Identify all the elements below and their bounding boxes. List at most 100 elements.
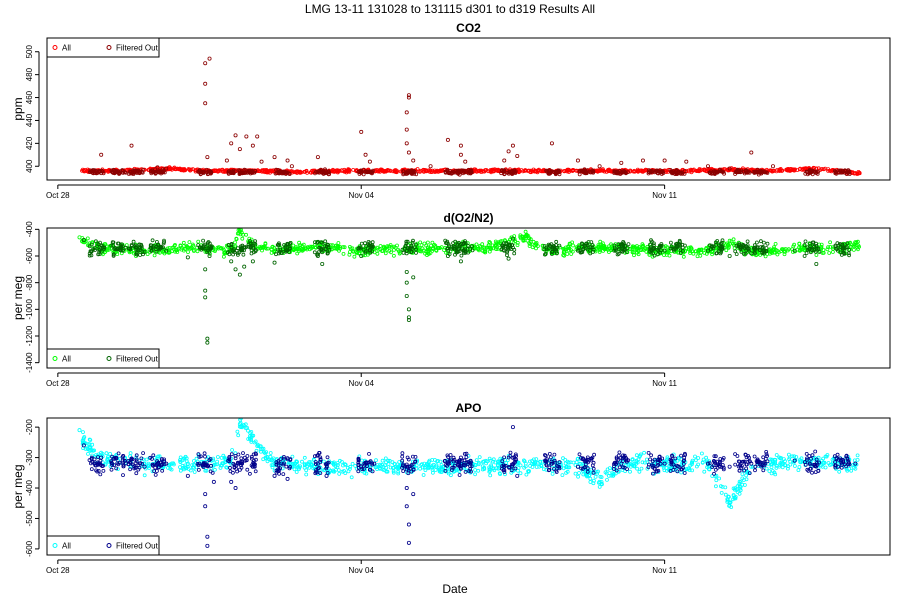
co2-legend-label: All [62, 44, 71, 53]
apo-all-point [229, 461, 234, 466]
o2-filtered-point [89, 249, 94, 254]
o2-all-point [178, 244, 183, 248]
o2-filtered-point [457, 249, 462, 253]
o2-all-point [375, 251, 380, 256]
apo-y-tick-label: -500 [25, 510, 34, 527]
co2-all-point [334, 169, 339, 173]
o2-filtered-point [89, 253, 94, 258]
apo-all-point [437, 468, 442, 473]
apo-y-tick-label: -400 [25, 479, 34, 496]
o2-panel-title: d(O2/N2) [443, 211, 493, 225]
apo-all-point [731, 486, 736, 491]
o2-all-point [518, 233, 523, 238]
apo-all-point [128, 464, 133, 469]
o2-filtered-point [275, 243, 280, 247]
o2-filtered-point [458, 242, 463, 246]
co2-filtered-point [459, 168, 464, 173]
apo-all-point [194, 465, 199, 470]
o2-all-point [173, 249, 178, 254]
apo-all-point [392, 462, 397, 467]
co2-legend-box [46, 37, 160, 58]
o2-filtered-point [205, 340, 210, 345]
co2-all-point [696, 168, 701, 173]
o2-all-point [566, 245, 571, 249]
apo-all-point [425, 461, 430, 466]
o2-filtered-point [626, 242, 631, 247]
co2-plot-frame [46, 37, 891, 181]
o2-all-point [272, 248, 277, 253]
o2-filtered-point [411, 238, 415, 243]
o2-filtered-point [659, 243, 664, 248]
o2-filtered-point [720, 246, 725, 251]
apo-all-point [630, 457, 635, 462]
co2-filtered-point [244, 134, 249, 139]
apo-all-point [632, 461, 636, 466]
o2-filtered-point [575, 248, 580, 253]
apo-all-point [637, 469, 642, 474]
o2-all-point [515, 240, 520, 245]
o2-all-point [540, 243, 545, 248]
o2-filtered-point [588, 245, 593, 250]
apo-all-point [598, 474, 603, 479]
o2-filtered-point [835, 248, 840, 253]
o2-all-point [488, 240, 493, 245]
apo-filtered-point [115, 461, 120, 466]
o2-filtered-point [109, 243, 114, 248]
o2-filtered-point [804, 251, 809, 256]
o2-x-tick-label: Nov 04 [349, 379, 375, 388]
o2-all-point [186, 250, 190, 255]
o2-all-point [476, 247, 481, 252]
o2-filtered-point [363, 250, 368, 255]
o2-filtered-point [705, 248, 710, 253]
co2-filtered-point [406, 93, 411, 98]
apo-all-point [422, 465, 427, 470]
o2-all-point [666, 250, 671, 254]
o2-all-point [632, 250, 636, 255]
o2-filtered-point [226, 250, 230, 255]
apo-filtered-point [134, 457, 139, 462]
o2-all-point [772, 245, 776, 250]
apo-filtered-point [134, 453, 139, 458]
apo-filtered-point [151, 453, 156, 458]
apo-all-point [86, 451, 90, 456]
o2-all-point [425, 240, 430, 245]
apo-all-point [788, 459, 793, 464]
apo-all-point [498, 472, 503, 477]
o2-filtered-point [404, 269, 409, 274]
co2-filtered-point [762, 169, 766, 174]
o2-filtered-point [111, 252, 116, 257]
o2-filtered-point [404, 251, 409, 256]
co2-filtered-point [404, 141, 409, 146]
o2-filtered-point [758, 245, 763, 250]
apo-all-point [604, 471, 609, 476]
o2-filtered-point [231, 249, 236, 254]
co2-filtered-point [744, 170, 749, 175]
o2-filtered-point [359, 241, 364, 246]
apo-all-point [437, 469, 442, 474]
co2-all-point [702, 168, 706, 173]
co2-filtered-point [614, 171, 619, 176]
apo-y-axis-title: per meg [11, 464, 25, 508]
o2-filtered-point [507, 243, 512, 247]
apo-filtered-point [116, 451, 121, 456]
co2-all-point [219, 167, 224, 172]
co2-all-point [388, 168, 393, 173]
o2-filtered-point [405, 239, 410, 244]
apo-filtered-point [129, 456, 134, 461]
o2-all-point [427, 251, 431, 256]
co2-all-point [433, 169, 438, 174]
apo-filtered-point [137, 465, 142, 470]
o2-filtered-point [404, 239, 409, 244]
o2-filtered-point [670, 246, 675, 251]
o2-all-point [486, 243, 491, 248]
o2-filtered-point [279, 251, 283, 255]
co2-filtered-point [120, 170, 124, 175]
co2-filtered-point [155, 165, 160, 170]
o2-filtered-point [817, 250, 822, 254]
co2-filtered-point [756, 172, 761, 177]
co2-filtered-point [462, 170, 467, 175]
co2-filtered-point [406, 150, 411, 155]
o2-filtered-point [802, 243, 807, 247]
o2-filtered-point [468, 247, 473, 251]
